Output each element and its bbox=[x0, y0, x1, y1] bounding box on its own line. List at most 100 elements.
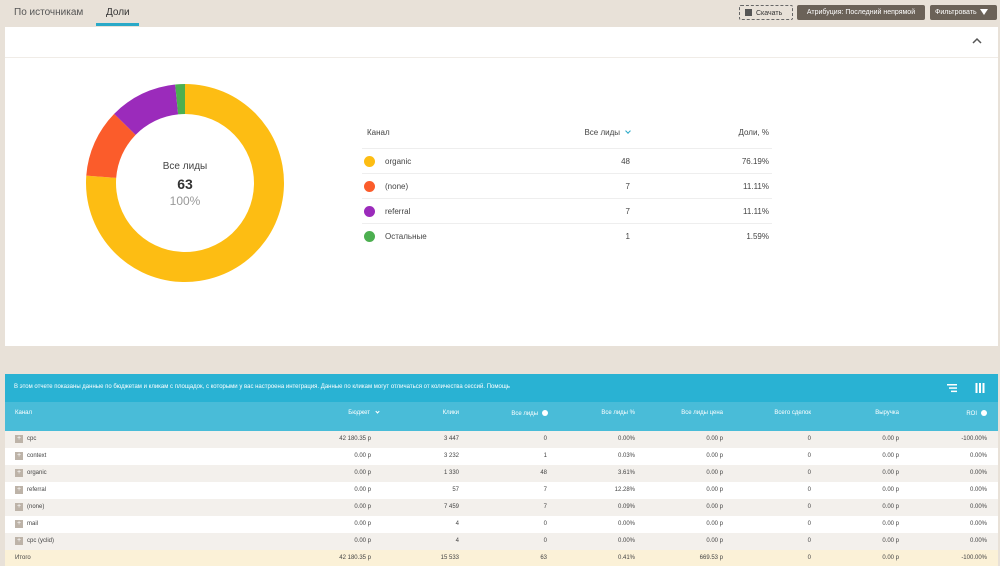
expand-plus-icon[interactable]: + bbox=[15, 537, 23, 545]
cell-revenue: 0.00 р bbox=[882, 504, 899, 510]
cell-leads: 1 bbox=[543, 453, 547, 459]
header-roi[interactable]: ROI bbox=[966, 410, 987, 417]
help-icon bbox=[981, 410, 987, 416]
sort-lines-icon[interactable] bbox=[947, 383, 957, 393]
chevron-up-icon[interactable] bbox=[971, 35, 983, 47]
cell-budget: 0.00 р bbox=[354, 504, 371, 510]
expand-plus-icon[interactable]: + bbox=[15, 503, 23, 511]
cell-leads: 63 bbox=[540, 555, 547, 561]
cell-revenue: 0.00 р bbox=[882, 487, 899, 493]
cell-deals: 0 bbox=[807, 521, 811, 527]
legend-channel: referral bbox=[385, 207, 411, 216]
header-clicks[interactable]: Клики bbox=[442, 410, 459, 416]
legend-color-dot bbox=[364, 181, 375, 192]
cell-lead-price: 669.53 р bbox=[699, 555, 723, 561]
cell-clicks: 4 bbox=[455, 538, 459, 544]
cell-deals: 0 bbox=[807, 538, 811, 544]
cell-channel[interactable]: organic bbox=[27, 470, 47, 476]
legend-leads: 48 bbox=[621, 157, 630, 166]
cell-channel[interactable]: referral bbox=[27, 487, 47, 493]
expand-plus-icon[interactable]: + bbox=[15, 469, 23, 477]
header-leads[interactable]: Все лиды bbox=[511, 410, 548, 417]
columns-icon[interactable] bbox=[975, 383, 985, 393]
cell-channel[interactable]: (none) bbox=[27, 504, 45, 510]
cell-clicks: 15 533 bbox=[440, 555, 459, 561]
header-leads-pct[interactable]: Все лиды % bbox=[601, 410, 635, 416]
legend-leads: 1 bbox=[625, 232, 630, 241]
cell-budget: 0.00 р bbox=[354, 470, 371, 476]
donut-slice-none[interactable] bbox=[86, 113, 136, 178]
cell-channel[interactable]: cpc bbox=[27, 436, 37, 442]
cell-lead-price: 0.00 р bbox=[706, 504, 723, 510]
cell-leads-pct: 0.00% bbox=[617, 436, 635, 442]
download-button[interactable]: Скачать bbox=[739, 5, 793, 20]
download-label: Скачать bbox=[756, 10, 783, 17]
table-row: + (none) 0.00 р 7 459 7 0.09% 0.00 р 0 0.00 р 0.0… bbox=[5, 499, 998, 516]
cell-revenue: 0.00 р bbox=[882, 521, 899, 527]
table-row: + cpc 42 180.35 р 3 447 0 0.00% 0.00 р 0 0.00 р -… bbox=[5, 431, 998, 448]
header-lead-price[interactable]: Все лиды цена bbox=[681, 410, 723, 416]
cell-clicks: 7 459 bbox=[443, 504, 459, 510]
table-body: + cpc 42 180.35 р 3 447 0 0.00% 0.00 р 0 0.00 р -… bbox=[5, 431, 998, 566]
legend-share: 11.11% bbox=[743, 207, 769, 216]
table-row: + cpc (yclid) 0.00 р 4 0 0.00% 0.00 р 0 0.00 р 0.… bbox=[5, 533, 998, 550]
table-row: + referral 0.00 р 57 7 12.28% 0.00 р 0 0.00 р 0.0… bbox=[5, 482, 998, 499]
expand-plus-icon[interactable]: + bbox=[15, 452, 23, 460]
donut-slice-остальные[interactable] bbox=[175, 84, 185, 115]
cell-leads-pct: 0.00% bbox=[617, 521, 635, 527]
filter-label: Фильтровать bbox=[935, 9, 977, 16]
legend-header-leads[interactable]: Все лиды bbox=[584, 128, 631, 137]
cell-roi: -100.00% bbox=[961, 555, 987, 561]
download-icon bbox=[745, 9, 752, 16]
cell-leads-pct: 0.09% bbox=[617, 504, 635, 510]
info-text: В этом отчете показаны данные по бюджета… bbox=[14, 384, 510, 390]
cell-clicks: 4 bbox=[455, 521, 459, 527]
legend-channel: Остальные bbox=[385, 232, 427, 241]
header-revenue[interactable]: Выручка bbox=[875, 410, 899, 416]
active-tab-indicator bbox=[96, 23, 139, 26]
expand-plus-icon[interactable]: + bbox=[15, 486, 23, 494]
cell-leads-pct: 3.61% bbox=[617, 470, 635, 476]
legend-header-leads-label: Все лиды bbox=[584, 128, 620, 137]
shares-panel: Все лиды 63 100% Канал Все лиды Доли, % … bbox=[5, 27, 998, 346]
cell-budget: 0.00 р bbox=[354, 538, 371, 544]
cell-clicks: 1 330 bbox=[443, 470, 459, 476]
legend-row: referral 7 11.11% bbox=[362, 199, 772, 224]
attribution-button[interactable]: Атрибуция: Последний непрямой bbox=[797, 5, 925, 20]
cell-channel[interactable]: context bbox=[27, 453, 47, 459]
expand-plus-icon[interactable]: + bbox=[15, 435, 23, 443]
filter-button[interactable]: Фильтровать bbox=[930, 5, 997, 20]
cell-leads: 0 bbox=[543, 521, 547, 527]
cell-leads: 7 bbox=[543, 487, 547, 493]
cell-channel[interactable]: mail bbox=[27, 521, 39, 527]
legend-header-share: Доли, % bbox=[738, 128, 769, 137]
cell-roi: -100.00% bbox=[961, 436, 987, 442]
tab-shares[interactable]: Доли bbox=[106, 7, 130, 18]
cell-revenue: 0.00 р bbox=[882, 453, 899, 459]
cell-leads: 48 bbox=[540, 470, 547, 476]
tab-by-sources[interactable]: По источникам bbox=[14, 7, 84, 18]
cell-leads: 0 bbox=[543, 538, 547, 544]
cell-revenue: 0.00 р bbox=[882, 555, 899, 561]
cell-budget: 42 180.35 р bbox=[339, 555, 371, 561]
donut-slice-organic[interactable] bbox=[86, 84, 284, 282]
header-deals[interactable]: Всего сделок bbox=[774, 410, 811, 416]
cell-leads-pct: 0.41% bbox=[617, 555, 635, 561]
table-row: + organic 0.00 р 1 330 48 3.61% 0.00 р 0 0.00 р 0… bbox=[5, 465, 998, 482]
header-budget[interactable]: Бюджет bbox=[348, 409, 380, 416]
top-bar: По источникам Доли Скачать Атрибуция: По… bbox=[0, 0, 1000, 27]
funnel-icon bbox=[979, 9, 988, 15]
cell-budget: 42 180.35 р bbox=[339, 436, 371, 442]
legend-leads: 7 bbox=[625, 207, 630, 216]
header-channel[interactable]: Канал bbox=[15, 410, 32, 416]
donut-center-value: 63 bbox=[177, 176, 193, 192]
cell-revenue: 0.00 р bbox=[882, 470, 899, 476]
donut-slice-referral[interactable] bbox=[114, 84, 179, 135]
header-leads-label: Все лиды bbox=[511, 411, 538, 417]
legend-channel: organic bbox=[385, 157, 412, 166]
cell-channel[interactable]: cpc (yclid) bbox=[27, 538, 55, 544]
expand-plus-icon[interactable]: + bbox=[15, 520, 23, 528]
header-budget-label: Бюджет bbox=[348, 410, 370, 416]
legend-header: Канал Все лиды Доли, % bbox=[362, 123, 772, 149]
table-row: + mail 0.00 р 4 0 0.00% 0.00 р 0 0.00 р 0.00% bbox=[5, 516, 998, 533]
